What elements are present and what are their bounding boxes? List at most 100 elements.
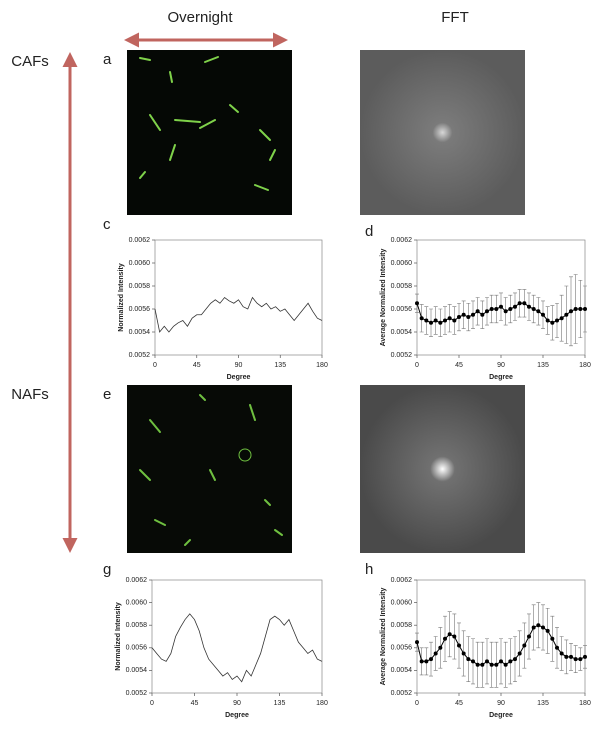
x-tick-label: 180 (316, 700, 328, 707)
x-tick-label: 90 (233, 700, 241, 707)
panel-letter: h (365, 561, 373, 578)
micrograph (127, 50, 292, 215)
data-point (569, 309, 573, 314)
data-point (475, 309, 480, 314)
data-point (569, 654, 573, 659)
micrograph (127, 385, 292, 553)
y-axis-title: Average Normalized Intensity (380, 588, 387, 686)
row-label: NAFs (11, 386, 49, 403)
y-tick-label: 0.0056 (391, 306, 413, 313)
x-tick-label: 90 (235, 362, 243, 369)
data-point (452, 318, 457, 323)
data-point (424, 318, 429, 323)
data-point (573, 307, 578, 311)
data-point (559, 316, 564, 321)
y-tick-label: 0.0054 (391, 667, 413, 674)
y-tick-label: 0.0058 (126, 622, 148, 629)
data-point (461, 312, 466, 317)
data-point (583, 654, 587, 659)
data-point (466, 315, 471, 320)
data-point (433, 651, 438, 656)
data-line (151, 613, 323, 683)
x-tick-label: 180 (579, 362, 591, 369)
data-point (443, 636, 447, 641)
row-label: CAFs (11, 53, 49, 70)
data-point (503, 662, 508, 667)
data-point (550, 636, 555, 641)
y-tick-label: 0.0058 (391, 622, 413, 629)
panel-letter: d (365, 223, 373, 240)
x-tick-label: 135 (537, 362, 549, 369)
data-point (541, 312, 545, 317)
data-point (513, 304, 517, 309)
data-point (419, 316, 424, 321)
data-point (573, 657, 578, 662)
data-point (438, 645, 443, 650)
data-point (583, 307, 587, 311)
data-point (466, 657, 471, 662)
data-point (480, 312, 485, 317)
data-point (475, 662, 480, 667)
y-tick-label: 0.0056 (391, 645, 413, 652)
data-line (154, 296, 323, 333)
x-tick-label: 0 (150, 700, 154, 707)
data-point (508, 659, 513, 664)
y-tick-label: 0.0054 (129, 329, 151, 336)
data-point (457, 643, 461, 648)
y-tick-label: 0.0062 (126, 577, 148, 584)
data-point (545, 628, 550, 633)
data-point (564, 654, 569, 659)
x-tick-label: 135 (274, 700, 286, 707)
column-header: Overnight (167, 9, 233, 26)
data-point (555, 318, 559, 323)
x-axis-title: Degree (225, 712, 249, 719)
data-point (489, 307, 494, 311)
y-tick-label: 0.0060 (391, 260, 413, 267)
panel-letter: c (103, 216, 111, 233)
column-header: FFT (441, 9, 469, 26)
data-point (461, 651, 466, 656)
data-point (471, 659, 475, 664)
data-point (494, 307, 499, 311)
panel-letter: g (103, 561, 111, 578)
data-point (485, 659, 489, 664)
data-point (517, 301, 522, 306)
data-point (471, 312, 475, 317)
data-point (415, 301, 419, 306)
x-axis-title: Degree (489, 374, 513, 381)
y-tick-label: 0.0062 (129, 237, 151, 244)
data-point (457, 315, 461, 320)
y-tick-label: 0.0052 (391, 690, 413, 697)
data-point (550, 320, 555, 325)
y-tick-label: 0.0060 (129, 260, 151, 267)
data-point (545, 318, 550, 323)
x-tick-label: 135 (274, 362, 286, 369)
y-tick-label: 0.0052 (129, 352, 151, 359)
data-point (527, 304, 531, 309)
data-point (489, 662, 494, 667)
data-point (419, 659, 424, 664)
data-point (559, 651, 564, 656)
data-point (433, 318, 438, 323)
x-tick-label: 45 (193, 362, 201, 369)
data-point (564, 312, 569, 317)
y-tick-label: 0.0052 (391, 352, 413, 359)
x-tick-label: 135 (537, 700, 549, 707)
panel-letter: a (103, 51, 112, 68)
data-point (452, 634, 457, 639)
data-point (480, 662, 485, 667)
data-point (443, 318, 447, 323)
y-axis-title: Normalized Intensity (118, 263, 125, 332)
x-tick-label: 90 (497, 362, 505, 369)
plot-area (154, 239, 323, 356)
x-tick-label: 45 (455, 700, 463, 707)
y-tick-label: 0.0062 (391, 577, 413, 584)
data-point (447, 316, 452, 321)
y-tick-label: 0.0060 (126, 599, 148, 606)
y-tick-label: 0.0054 (391, 329, 413, 336)
y-tick-label: 0.0062 (391, 237, 413, 244)
data-point (578, 307, 583, 311)
x-tick-label: 0 (415, 700, 419, 707)
y-tick-label: 0.0058 (391, 283, 413, 290)
